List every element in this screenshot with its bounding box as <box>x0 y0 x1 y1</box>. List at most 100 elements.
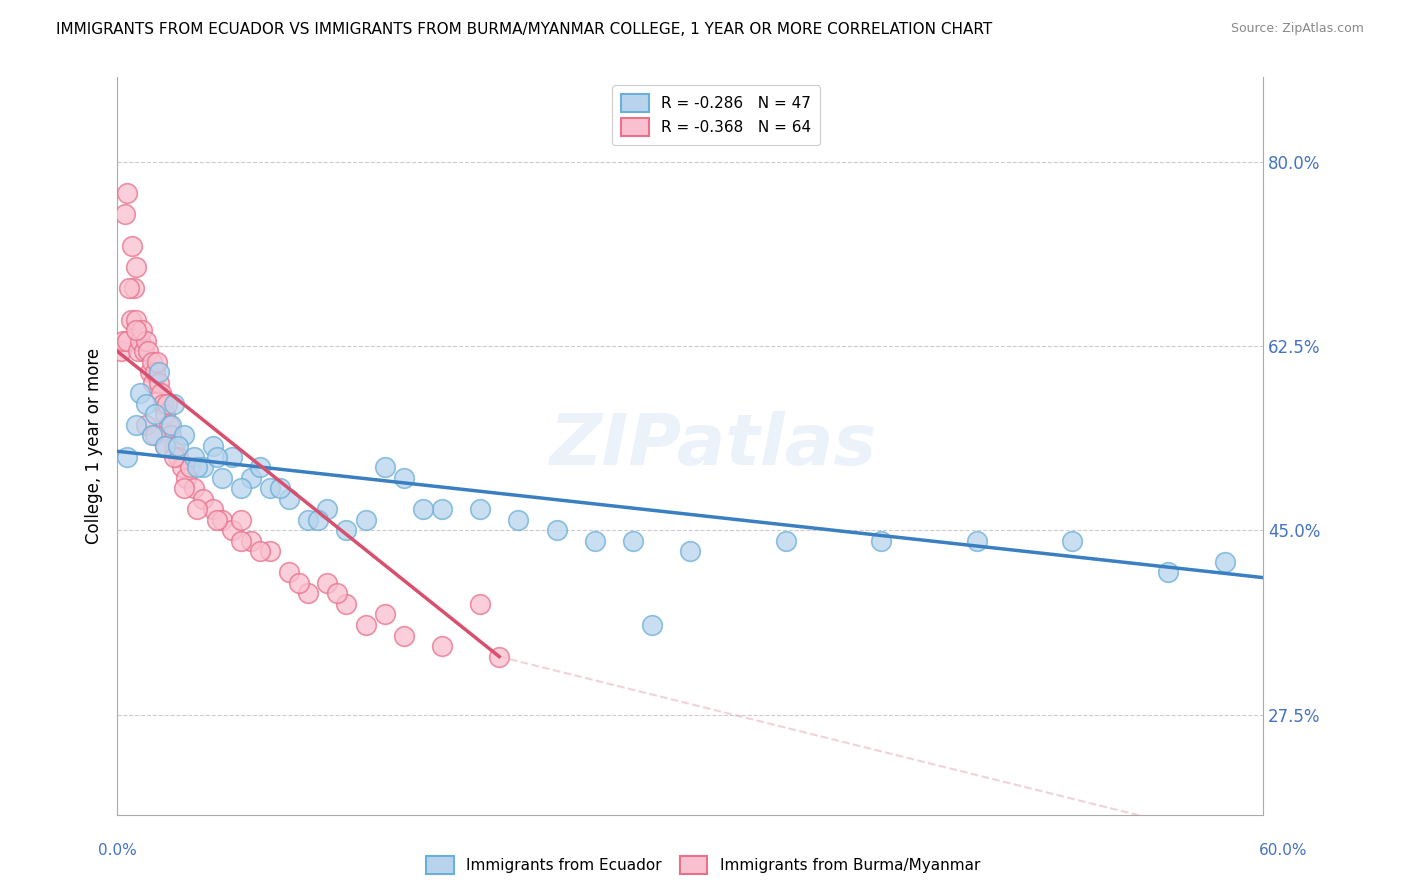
Point <box>125 323 148 337</box>
Point <box>297 586 319 600</box>
Point <box>179 460 201 475</box>
Point <box>125 417 148 432</box>
Point <box>135 334 157 348</box>
Point <box>1213 555 1236 569</box>
Point <box>186 460 208 475</box>
Point <box>621 533 644 548</box>
Point <box>135 397 157 411</box>
Point <box>129 386 152 401</box>
Point <box>148 376 170 390</box>
Point <box>163 439 186 453</box>
Point <box>278 566 301 580</box>
Point <box>316 575 339 590</box>
Point <box>163 397 186 411</box>
Point <box>201 502 224 516</box>
Point <box>153 439 176 453</box>
Point <box>110 344 132 359</box>
Point <box>114 207 136 221</box>
Point <box>249 460 271 475</box>
Point <box>141 355 163 369</box>
Point <box>148 365 170 379</box>
Point <box>141 428 163 442</box>
Point <box>326 586 349 600</box>
Text: 0.0%: 0.0% <box>98 843 138 858</box>
Point <box>641 618 664 632</box>
Point <box>129 334 152 348</box>
Point <box>488 649 510 664</box>
Point <box>152 397 174 411</box>
Point <box>159 428 181 442</box>
Point <box>173 428 195 442</box>
Legend: Immigrants from Ecuador, Immigrants from Burma/Myanmar: Immigrants from Ecuador, Immigrants from… <box>420 850 986 880</box>
Point <box>287 575 309 590</box>
Y-axis label: College, 1 year or more: College, 1 year or more <box>86 348 103 544</box>
Point <box>125 312 148 326</box>
Point <box>138 365 160 379</box>
Point <box>183 481 205 495</box>
Point <box>153 408 176 422</box>
Point <box>172 460 194 475</box>
Point <box>239 470 262 484</box>
Point <box>145 428 167 442</box>
Point <box>159 417 181 432</box>
Point <box>150 386 173 401</box>
Text: Source: ZipAtlas.com: Source: ZipAtlas.com <box>1230 22 1364 36</box>
Point <box>191 491 214 506</box>
Point <box>163 450 186 464</box>
Point <box>335 523 357 537</box>
Point <box>156 397 179 411</box>
Point <box>167 439 190 453</box>
Point <box>211 470 233 484</box>
Point <box>679 544 702 558</box>
Point <box>316 502 339 516</box>
Point <box>966 533 988 548</box>
Point <box>183 450 205 464</box>
Point <box>131 323 153 337</box>
Point <box>221 523 243 537</box>
Point <box>173 481 195 495</box>
Point <box>142 376 165 390</box>
Point <box>118 281 141 295</box>
Point <box>259 544 281 558</box>
Point <box>775 533 797 548</box>
Point <box>231 513 253 527</box>
Point <box>354 513 377 527</box>
Point <box>231 533 253 548</box>
Point <box>121 239 143 253</box>
Point <box>153 439 176 453</box>
Point <box>205 513 228 527</box>
Point <box>231 481 253 495</box>
Point <box>205 450 228 464</box>
Point <box>546 523 568 537</box>
Text: ZIPatlas: ZIPatlas <box>550 411 877 481</box>
Point <box>221 450 243 464</box>
Point <box>115 450 138 464</box>
Point <box>167 450 190 464</box>
Point <box>335 597 357 611</box>
Point <box>392 470 415 484</box>
Point <box>132 344 155 359</box>
Text: IMMIGRANTS FROM ECUADOR VS IMMIGRANTS FROM BURMA/MYANMAR COLLEGE, 1 YEAR OR MORE: IMMIGRANTS FROM ECUADOR VS IMMIGRANTS FR… <box>56 22 993 37</box>
Point <box>259 481 281 495</box>
Point <box>135 417 157 432</box>
Point <box>186 502 208 516</box>
Point <box>120 312 142 326</box>
Point <box>307 513 329 527</box>
Point <box>412 502 434 516</box>
Point <box>211 513 233 527</box>
Point <box>145 408 167 422</box>
Point <box>124 281 146 295</box>
Point <box>125 260 148 274</box>
Point <box>145 365 167 379</box>
Point <box>127 344 149 359</box>
Point <box>297 513 319 527</box>
Point <box>354 618 377 632</box>
Point <box>392 628 415 642</box>
Point <box>430 639 453 653</box>
Point <box>174 470 197 484</box>
Legend: R = -0.286   N = 47, R = -0.368   N = 64: R = -0.286 N = 47, R = -0.368 N = 64 <box>612 85 820 145</box>
Point <box>111 334 134 348</box>
Point <box>468 502 491 516</box>
Point <box>508 513 530 527</box>
Point <box>374 607 396 622</box>
